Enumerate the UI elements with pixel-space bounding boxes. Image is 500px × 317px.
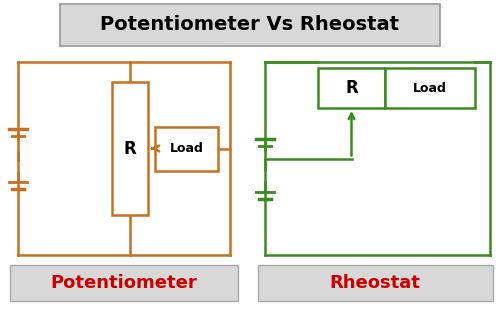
Text: Load: Load <box>413 81 447 94</box>
Bar <box>112 82 148 215</box>
Text: Potentiometer Vs Rheostat: Potentiometer Vs Rheostat <box>100 16 400 35</box>
Bar <box>318 68 385 108</box>
FancyBboxPatch shape <box>60 4 440 46</box>
Bar <box>10 265 238 301</box>
Bar <box>385 68 475 108</box>
Bar <box>258 265 493 301</box>
Text: Potentiometer: Potentiometer <box>50 274 198 292</box>
Bar <box>155 126 218 171</box>
Text: R: R <box>345 79 358 97</box>
Text: Load: Load <box>170 142 203 155</box>
Text: Rheostat: Rheostat <box>330 274 420 292</box>
Text: R: R <box>124 139 136 158</box>
